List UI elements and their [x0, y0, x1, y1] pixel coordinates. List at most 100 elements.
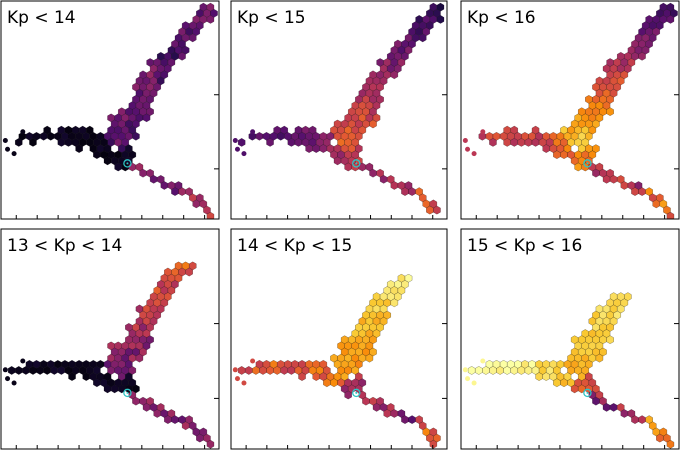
hex-cell [132, 131, 140, 141]
reference-marker-center [355, 162, 358, 165]
hex-cell [142, 403, 151, 412]
panel-2: Kp < 15 [230, 0, 448, 220]
hex-cell [372, 403, 381, 412]
reference-marker [583, 159, 592, 168]
panel-title: Kp < 14 [7, 8, 76, 28]
outlier-point [11, 380, 17, 386]
hex-cell [606, 335, 614, 345]
panel-frame [460, 228, 680, 450]
hex-cell [93, 150, 101, 160]
hex-cell [255, 131, 264, 141]
outlier-point [20, 129, 26, 135]
outlier-point [2, 138, 8, 144]
hex-cell [22, 366, 30, 375]
hex-cell [75, 144, 83, 153]
hex-cell [620, 181, 629, 190]
hex-cell [602, 403, 611, 412]
hex-cell [103, 384, 112, 394]
hexbin-cells [2, 261, 215, 449]
hex-cell [39, 131, 48, 141]
hex-cell [390, 181, 399, 190]
outlier-point [462, 367, 468, 373]
hex-cell [408, 415, 416, 425]
outlier-point [480, 358, 486, 364]
hex-cell [592, 396, 600, 406]
panel-3: Kp < 16 [460, 0, 680, 220]
hex-cell [252, 366, 260, 375]
hex-cell [638, 51, 646, 61]
hex-cell [390, 70, 399, 80]
outlier-point [250, 129, 256, 135]
reference-marker [352, 388, 361, 398]
outlier-point [232, 367, 238, 373]
panel-title: 13 < Kp < 14 [7, 236, 122, 256]
outlier-point [5, 376, 11, 382]
panel-1: Kp < 14 [0, 0, 220, 220]
reference-marker-center [586, 391, 589, 394]
panel-frame [230, 228, 448, 450]
hex-cell [188, 33, 197, 43]
hex-cell [312, 144, 320, 153]
outlier-point [11, 151, 17, 157]
hexbin-cells [232, 273, 441, 449]
panel-5: 14 < Kp < 15 [230, 228, 448, 450]
hex-cell [142, 113, 151, 123]
hex-cell [436, 15, 445, 24]
hex-cell [277, 131, 285, 141]
hex-cell [14, 366, 23, 375]
panel-6: 15 < Kp < 16 [460, 228, 680, 450]
hex-cell [369, 119, 377, 129]
hex-cell [185, 267, 193, 277]
outlier-point [234, 146, 240, 152]
panel-4: 13 < Kp < 14 [0, 228, 220, 450]
hex-cell [426, 205, 434, 215]
hex-cell [305, 144, 313, 153]
outlier-point [250, 358, 256, 364]
reference-marker-center [126, 162, 129, 165]
hex-cell [103, 156, 112, 166]
outlier-point [234, 376, 240, 382]
outlier-point [241, 380, 247, 386]
hex-cell [609, 175, 618, 184]
panel-title: Kp < 15 [237, 8, 306, 28]
hex-cell [489, 138, 497, 147]
reference-marker [352, 159, 361, 168]
hex-cell [620, 409, 629, 418]
panel-frame [460, 0, 680, 220]
hex-cell [482, 366, 490, 375]
hex-cell [362, 396, 370, 406]
outlier-point [5, 146, 11, 152]
hex-cell [47, 131, 55, 141]
reference-marker-center [586, 162, 589, 165]
hex-cell [244, 366, 253, 375]
panel-title: Kp < 16 [467, 8, 536, 28]
hex-cell [390, 298, 399, 308]
hex-cell [266, 138, 274, 147]
hexbin-cells [462, 2, 678, 219]
hex-cell [132, 396, 140, 406]
hex-cell [153, 409, 162, 418]
hex-cell [419, 33, 427, 43]
hex-cell [666, 439, 675, 449]
hex-cell [206, 211, 215, 219]
hex-cell [7, 366, 16, 375]
hex-cell [369, 168, 377, 178]
hex-cell [379, 175, 388, 184]
hex-cell [602, 175, 611, 184]
outlier-point [20, 358, 26, 364]
panel-frame [0, 0, 220, 220]
hex-cell [160, 181, 169, 190]
hex-cell [181, 421, 190, 431]
hex-cell [666, 15, 675, 24]
hex-cell [110, 384, 119, 394]
hex-cell [29, 138, 37, 147]
hexbin-cells [2, 2, 218, 219]
outlier-point [471, 380, 477, 386]
hex-cell [666, 211, 675, 219]
hex-cell [365, 353, 374, 363]
outlier-point [465, 146, 471, 152]
hex-cell [553, 150, 561, 160]
outlier-point [462, 138, 468, 144]
hex-cell [139, 168, 147, 178]
